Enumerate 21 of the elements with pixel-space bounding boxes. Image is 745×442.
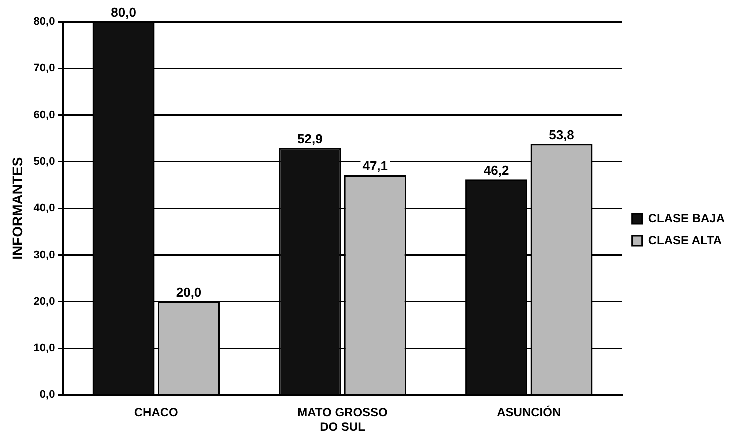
y-tick-label: 80,0 [34, 16, 56, 28]
y-tick-label: 0,0 [40, 389, 56, 402]
y-tick-label: 30,0 [34, 249, 56, 262]
legend-label: CLASE BAJA [648, 211, 726, 226]
x-tick-label: MATO GROSSO DO SUL [298, 406, 388, 434]
data-label: 80,0 [111, 5, 136, 20]
data-label: 52,9 [297, 132, 323, 146]
data-label: 20,0 [176, 284, 202, 300]
y-tick-label: 40,0 [34, 202, 56, 215]
y-tick-label: 50,0 [34, 156, 56, 168]
y-tick-label: 70,0 [34, 62, 56, 75]
data-label: 46,2 [484, 162, 510, 178]
y-tick-label: 20,0 [34, 296, 56, 308]
data-label: 47,1 [362, 158, 388, 174]
legend-label: CLASE ALTA [648, 233, 722, 248]
x-tick-label: ASUNCIÓN [497, 406, 562, 420]
data-label: 53,8 [549, 127, 574, 142]
x-tick-label: CHACO [134, 406, 178, 420]
y-tick-label: 10,0 [34, 342, 56, 355]
y-axis-title: INFORMANTES [9, 157, 26, 260]
y-tick-label: 60,0 [34, 109, 56, 122]
